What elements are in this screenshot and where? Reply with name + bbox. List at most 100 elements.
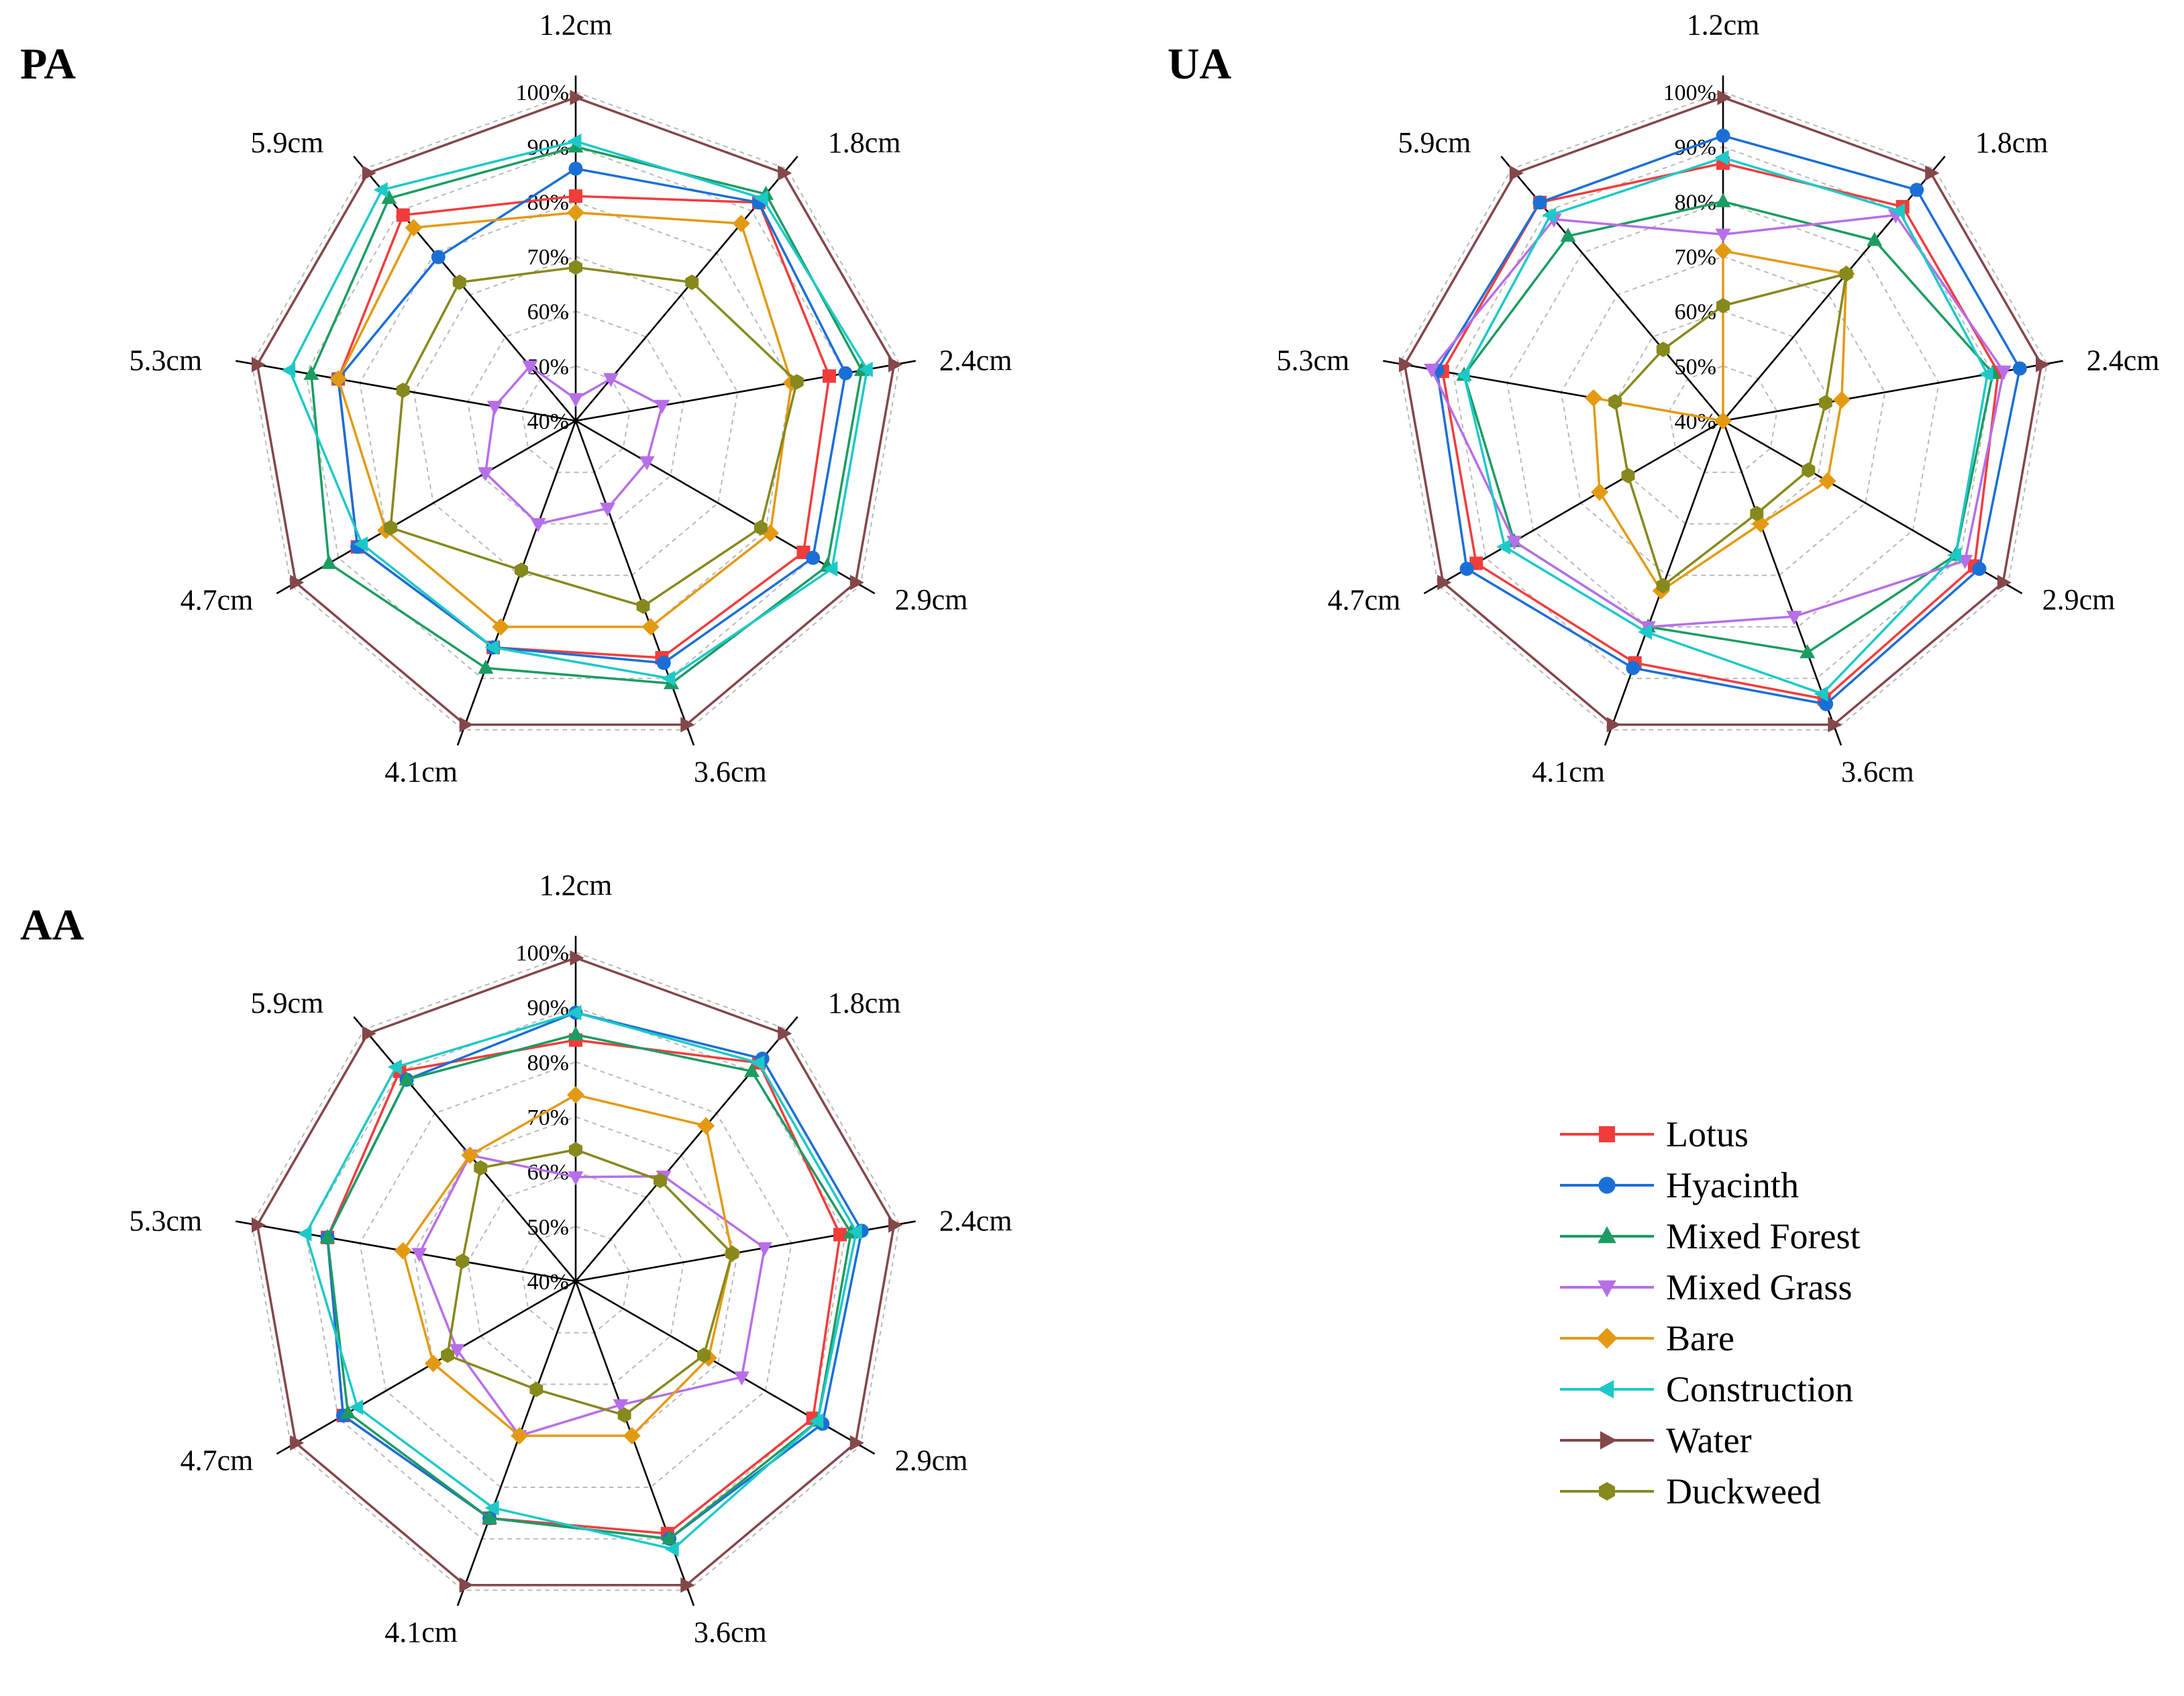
data-point [1786,611,1802,626]
grid-ring [251,951,900,1591]
data-point [734,1371,749,1386]
axis-label: 4.7cm [180,1444,254,1477]
series-bare [329,203,800,636]
data-point [474,1160,488,1176]
grid-ring [1614,310,1832,525]
axis-label: 2.4cm [939,344,1012,377]
radial-tick-label: 60% [527,1160,569,1185]
series-line [256,956,896,1587]
radial-tick-label: 60% [1675,300,1716,325]
data-point [1437,575,1452,591]
series-line [1614,272,1848,587]
data-point [641,618,660,636]
data-point [568,393,584,407]
data-point [1995,365,2012,380]
data-point [1714,150,1729,166]
data-point [441,1347,454,1363]
data-point [1819,697,1834,711]
data-point [1979,366,1993,382]
legend-marker [1599,1126,1615,1142]
data-point [1542,207,1557,223]
data-point [1972,562,1987,576]
radial-tick-label: 40% [527,1270,569,1295]
data-point [697,1347,711,1363]
legend-label: Mixed Grass [1666,1267,1852,1307]
series-water [252,950,902,1593]
legend-item-water: Water [1560,1420,1752,1460]
data-point [654,399,670,414]
series-mixed-grass [478,360,670,532]
data-point [396,383,410,399]
data-point [452,275,466,291]
grid-ring [1668,365,1778,473]
series-line [337,167,847,664]
data-point [623,1427,641,1445]
data-point [567,1005,582,1021]
legend-item-mixed-grass: Mixed Grass [1560,1267,1852,1307]
data-point [823,369,837,383]
axis-label: 5.3cm [129,344,203,377]
data-point [459,717,474,733]
series-construction [297,1005,862,1557]
legend-marker [1597,1380,1614,1399]
chart-title: UA [1167,40,1232,89]
data-point [1750,505,1764,521]
data-point [568,161,583,176]
data-point [1459,562,1474,576]
radial-tick-label: 40% [527,409,569,434]
axis-spoke [456,420,577,746]
data-point [567,134,582,149]
radar-chart-aa: AA40%50%60%70%80%90%100%1.2cm1.8cm2.4cm2… [20,869,1012,1649]
data-point [1424,363,1440,378]
legend-label: Bare [1666,1318,1734,1358]
series-line [1441,162,1999,701]
data-point [486,401,503,415]
data-point [482,1509,497,1524]
data-point [1715,193,1731,207]
series-line [401,1093,733,1437]
axis-label: 2.4cm [2087,344,2160,377]
series-line [1592,250,1848,592]
data-point [833,1228,847,1242]
data-point [1716,128,1730,143]
axis-label: 2.4cm [939,1205,1012,1238]
data-point [461,1146,479,1164]
data-point [847,1224,862,1240]
axis-label: 4.7cm [1328,583,1401,616]
data-point [639,456,655,470]
data-point [1532,195,1547,210]
data-point [252,1217,266,1233]
series-construction [281,134,873,687]
radar-charts: PA 40% 50% 60% 70% 80% 90% 100% 1.2cm 1.8cm 2.4cm 2… [20,9,2159,1649]
radial-tick-label: 70% [527,245,569,270]
series-line [337,211,793,628]
data-point [569,189,582,203]
data-point [849,1435,864,1451]
axis-label: 5.3cm [129,1205,203,1238]
data-point [567,203,584,221]
data-point [1818,472,1836,490]
data-point [290,1435,305,1451]
data-point [405,219,423,237]
series-duckweed [384,259,804,614]
data-point [603,372,619,387]
axis-spoke [276,1280,576,1455]
series-line [305,1011,857,1550]
data-point [340,1404,356,1419]
series-line [1463,200,1994,654]
legend-item-mixed-forest: Mixed Forest [1560,1216,1861,1256]
data-point [753,519,768,536]
data-point [456,1253,470,1269]
grid-ring [1560,255,1886,577]
series-line [389,266,798,608]
grid-ring [305,1006,847,1540]
data-point [636,598,650,614]
data-point [1715,228,1731,243]
axis-label: 2.9cm [895,1444,968,1477]
data-point [569,1142,582,1158]
data-point [570,89,584,105]
data-point [809,1413,824,1429]
data-point [1591,483,1609,501]
data-point [1585,389,1602,407]
